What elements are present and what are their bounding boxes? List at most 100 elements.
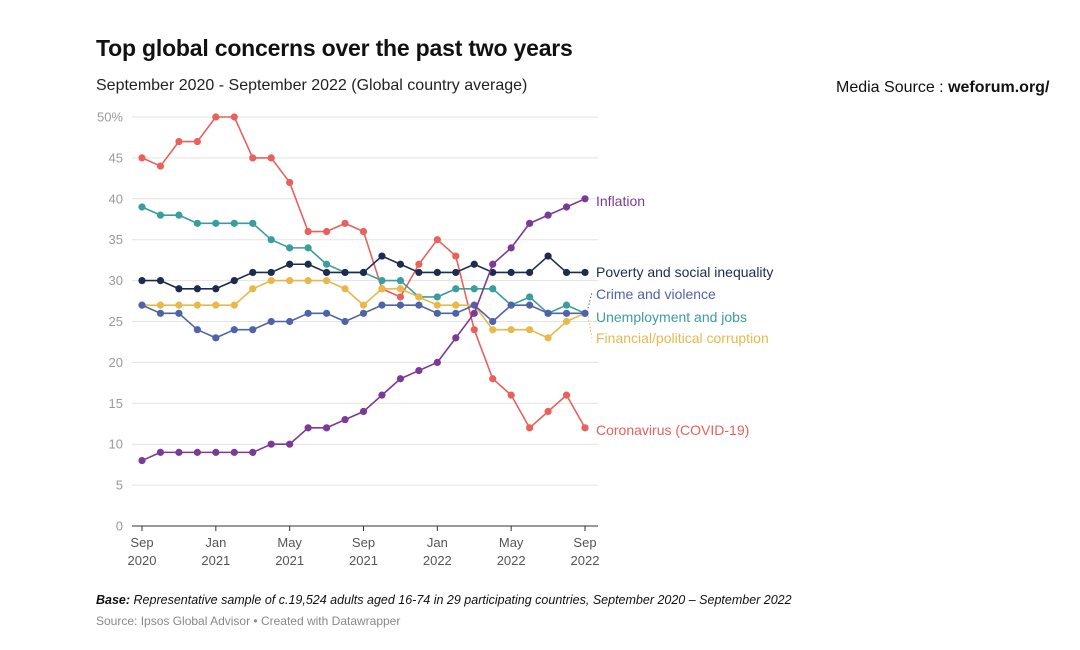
data-point <box>341 268 349 277</box>
data-point <box>562 301 571 309</box>
data-point <box>286 244 294 252</box>
data-point <box>249 448 257 456</box>
data-point <box>562 309 571 317</box>
data-point <box>322 268 331 277</box>
data-point <box>526 301 534 309</box>
data-point <box>138 301 146 309</box>
data-point <box>507 326 515 334</box>
series-lines <box>138 113 589 465</box>
data-point <box>359 407 368 416</box>
media-source-label: Media Source : <box>836 79 949 96</box>
x-tick-label-year: 2022 <box>423 553 452 568</box>
data-point <box>267 154 275 162</box>
data-point <box>507 244 515 252</box>
data-point <box>249 268 257 277</box>
media-source-link[interactable]: weforum.org/ <box>948 79 1050 96</box>
data-point <box>286 317 294 326</box>
data-point <box>415 268 423 277</box>
series-label: Unemployment and jobs <box>596 309 747 325</box>
data-point <box>267 440 275 448</box>
data-point <box>470 309 478 317</box>
data-point <box>433 293 441 301</box>
data-point <box>359 268 368 277</box>
x-tick-label-year: 2020 <box>128 553 157 568</box>
data-point <box>507 391 515 399</box>
data-point <box>470 326 478 334</box>
data-point <box>156 277 165 285</box>
data-point <box>489 317 497 326</box>
y-tick-label: 25 <box>109 314 123 329</box>
data-point <box>415 293 423 301</box>
label-leader <box>587 316 593 339</box>
data-point <box>286 260 294 268</box>
data-point <box>562 391 571 399</box>
data-point <box>544 252 552 260</box>
data-point <box>433 309 441 317</box>
data-point <box>193 326 201 334</box>
data-point <box>193 285 201 293</box>
y-tick-label: 5 <box>116 478 123 493</box>
data-point <box>341 416 349 424</box>
data-point <box>378 252 386 260</box>
data-point <box>138 277 146 285</box>
data-point <box>544 211 552 219</box>
data-point <box>581 268 589 277</box>
data-point <box>212 334 220 342</box>
footnote-base-text: Representative sample of c.19,524 adults… <box>130 593 792 607</box>
data-point <box>249 285 257 293</box>
data-point <box>267 268 275 277</box>
data-point <box>322 260 331 268</box>
data-point <box>156 309 165 317</box>
data-point <box>562 268 571 277</box>
data-point <box>489 375 497 383</box>
data-point <box>341 219 349 227</box>
data-point <box>322 424 331 432</box>
data-point <box>322 309 331 317</box>
x-tick-label-year: 2021 <box>349 553 378 568</box>
data-point <box>175 301 183 309</box>
data-point <box>544 309 552 317</box>
y-tick-label: 30 <box>109 273 123 288</box>
data-point <box>156 448 165 456</box>
data-point <box>396 301 405 309</box>
data-point <box>562 203 571 211</box>
x-tick-label-year: 2022 <box>571 553 600 568</box>
data-point <box>470 285 478 293</box>
data-point <box>433 358 441 366</box>
label-leader <box>587 291 593 309</box>
data-point <box>212 219 220 227</box>
data-point <box>415 260 423 268</box>
data-point <box>175 137 183 146</box>
y-tick-label: 35 <box>109 232 123 247</box>
data-point <box>230 113 238 121</box>
data-point <box>378 285 386 293</box>
data-point <box>378 391 386 399</box>
footnote-base-label: Base: <box>96 593 131 607</box>
data-point <box>433 236 441 244</box>
series-label: Inflation <box>596 193 645 209</box>
data-point <box>156 162 165 170</box>
data-point <box>304 277 312 285</box>
data-point <box>526 424 534 432</box>
data-point <box>581 195 589 203</box>
x-tick-label-month: May <box>499 535 524 550</box>
y-tick-label: 10 <box>109 437 123 452</box>
data-point <box>249 219 257 227</box>
data-point <box>267 277 275 285</box>
y-tick-label: 20 <box>109 355 123 370</box>
series-label: Coronavirus (COVID-19) <box>596 422 749 438</box>
data-point <box>452 285 460 293</box>
data-point <box>304 260 312 268</box>
series-label: Poverty and social inequality <box>596 264 773 280</box>
data-point <box>322 227 331 236</box>
data-point <box>230 326 238 334</box>
data-point <box>230 219 238 227</box>
data-point <box>212 448 220 456</box>
data-point <box>267 317 275 326</box>
data-point <box>193 448 201 456</box>
data-point <box>526 293 534 301</box>
y-tick-label: 0 <box>116 519 123 534</box>
data-point <box>286 277 294 285</box>
data-point <box>138 456 146 465</box>
